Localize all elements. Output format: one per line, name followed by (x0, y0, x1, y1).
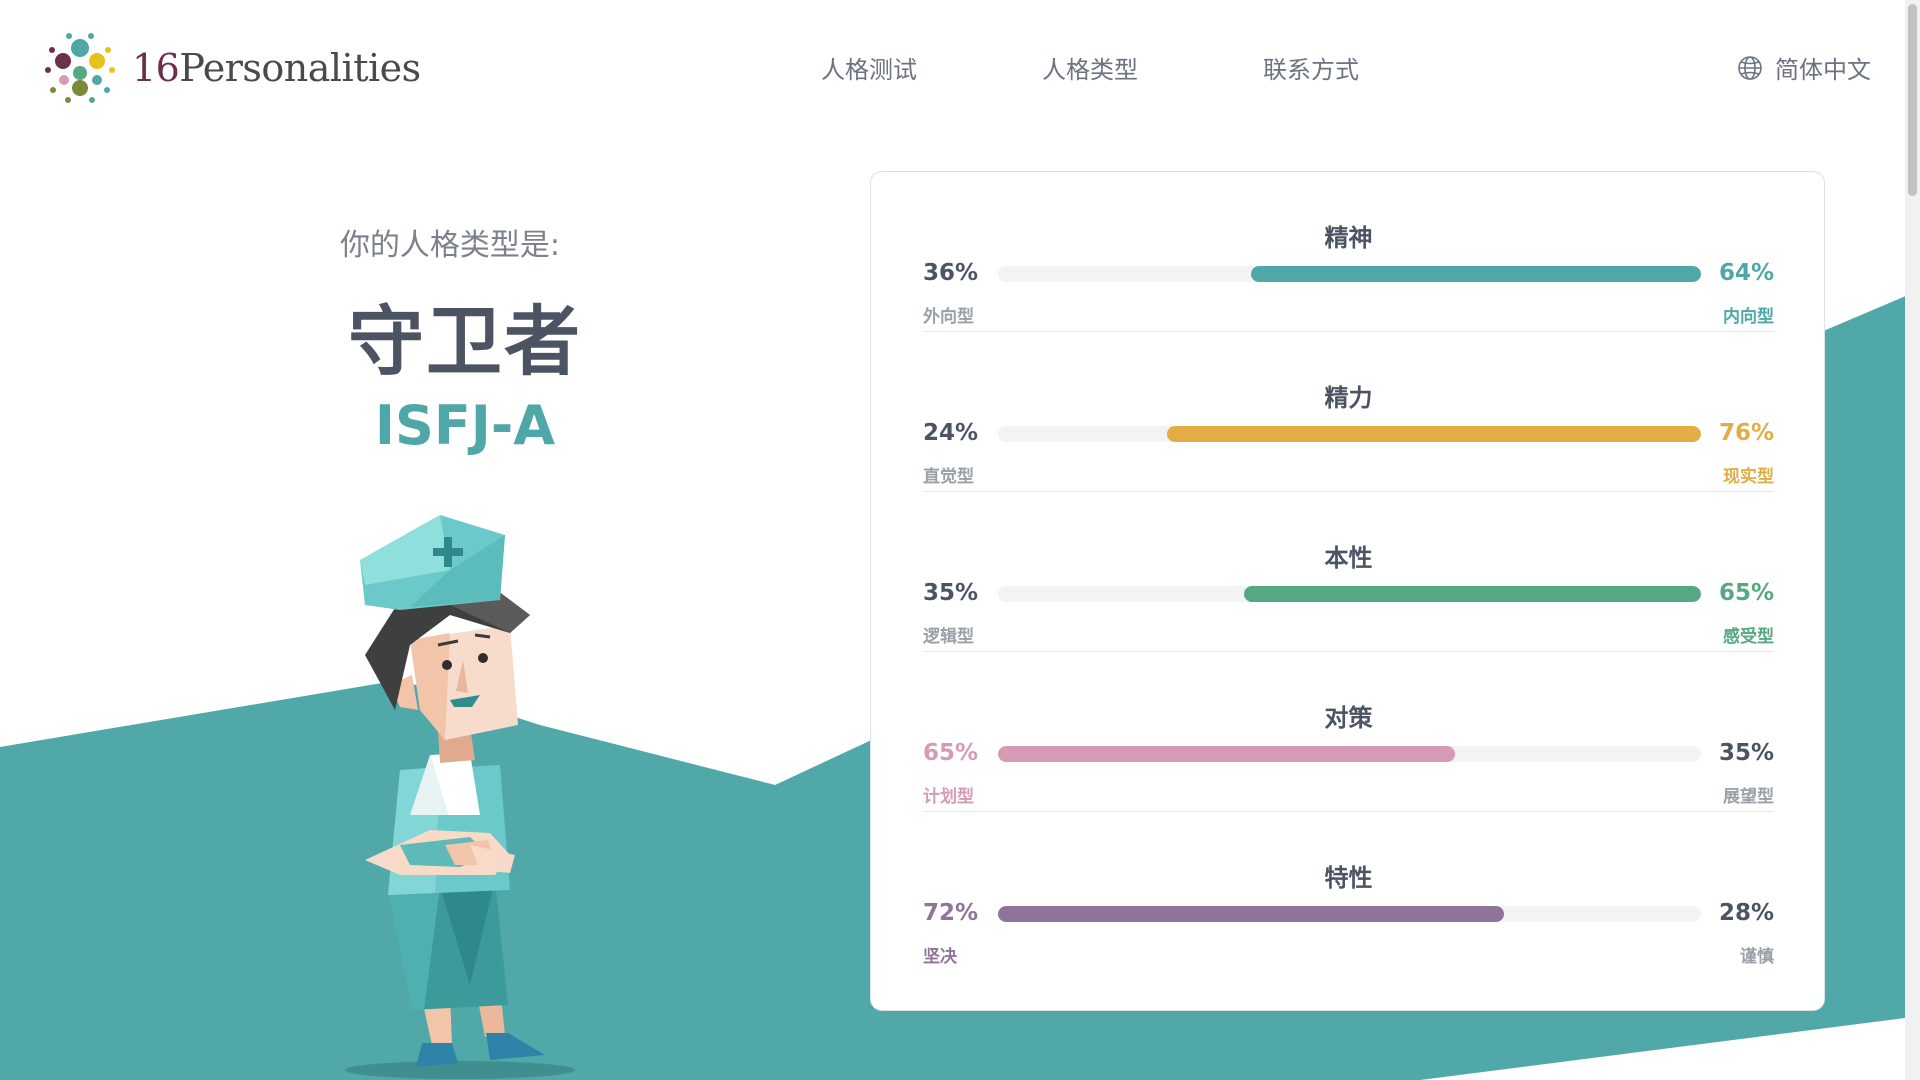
scrollbar-thumb[interactable] (1908, 4, 1917, 196)
type-result: 你的人格类型是: 守卫者 ISFJ-A (330, 220, 600, 457)
trait-left-percent: 35% (923, 580, 979, 606)
trait-right-label: 展望型 (1723, 787, 1774, 807)
site-logo[interactable]: 16Personalities (40, 28, 421, 108)
type-name: 守卫者 (348, 297, 582, 386)
page-scrollbar[interactable] (1905, 0, 1920, 1080)
trait-row-identity[interactable]: 特性 72% 28% 坚决 谨慎 (923, 812, 1774, 972)
trait-results-card: 精神 36% 64% 外向型 内向型 精力 24% 76% 直觉型 现实型 本性… (870, 171, 1825, 1011)
trait-right-label: 谨慎 (1740, 947, 1774, 967)
nav-item-personality-types[interactable]: 人格类型 (1042, 56, 1138, 84)
trait-left-percent: 24% (923, 420, 979, 446)
main-nav: 人格测试 人格类型 联系方式 (821, 50, 1359, 85)
trait-bar-fill (998, 906, 1505, 922)
trait-bar-fill (998, 746, 1455, 762)
site-header: 16Personalities 人格测试 人格类型 联系方式 简体中文 (0, 0, 1905, 135)
trait-bar-track (998, 426, 1701, 442)
defender-character-illustration (345, 515, 575, 1079)
trait-right-label: 内向型 (1723, 307, 1774, 327)
trait-bar-fill (1244, 586, 1701, 602)
trait-divider (923, 491, 1774, 492)
trait-left-label: 直觉型 (923, 467, 974, 487)
trait-bar-fill (1166, 426, 1701, 442)
trait-left-percent: 36% (923, 260, 979, 286)
trait-row-mind[interactable]: 精神 36% 64% 外向型 内向型 (923, 172, 1774, 332)
nav-item-personality-test[interactable]: 人格测试 (821, 56, 917, 84)
logo-wordmark: 16Personalities (132, 46, 421, 90)
logo-dots-icon (45, 33, 115, 103)
trait-right-percent: 64% (1718, 260, 1774, 286)
trait-right-percent: 28% (1718, 900, 1774, 926)
trait-bar-track (998, 266, 1701, 282)
trait-bar-track (998, 906, 1701, 922)
trait-right-label: 现实型 (1723, 467, 1774, 487)
trait-left-label: 坚决 (923, 947, 957, 967)
trait-divider (923, 811, 1774, 812)
trait-left-label: 计划型 (923, 787, 974, 807)
trait-row-tactics[interactable]: 对策 65% 35% 计划型 展望型 (923, 652, 1774, 812)
trait-bar-fill (1251, 266, 1701, 282)
trait-divider (923, 651, 1774, 652)
globe-icon (1738, 55, 1762, 80)
trait-right-label: 感受型 (1723, 627, 1774, 647)
type-intro-text: 你的人格类型是: (339, 228, 561, 263)
trait-left-label: 外向型 (923, 307, 974, 327)
trait-bar-track (998, 586, 1701, 602)
trait-title: 精神 (1324, 224, 1373, 252)
trait-title: 对策 (1324, 704, 1373, 732)
trait-divider (923, 331, 1774, 332)
trait-right-percent: 35% (1718, 740, 1774, 766)
trait-left-percent: 65% (923, 740, 979, 766)
trait-title: 特性 (1324, 864, 1373, 892)
trait-right-percent: 65% (1718, 580, 1774, 606)
trait-row-nature[interactable]: 本性 35% 65% 逻辑型 感受型 (923, 492, 1774, 652)
type-code: ISFJ-A (374, 394, 556, 457)
nav-item-contact[interactable]: 联系方式 (1263, 56, 1359, 84)
trait-left-label: 逻辑型 (923, 627, 974, 647)
trait-title: 本性 (1324, 544, 1373, 572)
language-label: 简体中文 (1775, 56, 1871, 84)
trait-right-percent: 76% (1718, 420, 1774, 446)
trait-left-percent: 72% (923, 900, 979, 926)
trait-title: 精力 (1324, 384, 1373, 412)
trait-bar-track (998, 746, 1701, 762)
trait-row-energy[interactable]: 精力 24% 76% 直觉型 现实型 (923, 332, 1774, 492)
language-selector[interactable]: 简体中文 (1737, 50, 1871, 85)
